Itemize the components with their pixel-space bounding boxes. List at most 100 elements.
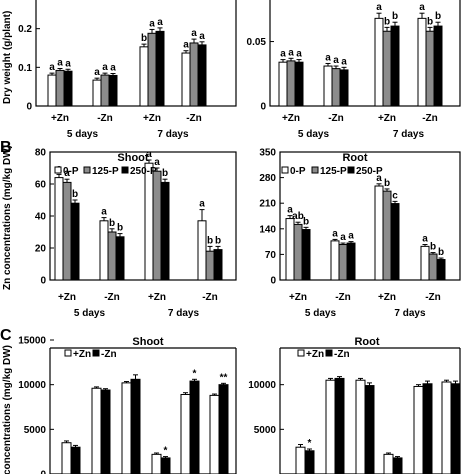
- legend-swatch-250p: [347, 166, 355, 174]
- bar: [325, 379, 336, 474]
- legend-label-250p: 250-P: [356, 166, 383, 177]
- x-category-label: -Zn: [186, 113, 202, 124]
- significance-label: a: [157, 17, 163, 28]
- y-tick-label: 5000: [254, 425, 277, 436]
- bar: [383, 453, 394, 474]
- y-tick-label: 40: [35, 212, 47, 223]
- x-category-label: +Zn: [143, 113, 161, 124]
- bar: [293, 223, 303, 281]
- bar: [189, 42, 199, 107]
- legend-swatch-plus-zn: [297, 349, 305, 357]
- x-category-label: -Zn: [335, 292, 351, 303]
- y-tick-label: 0.05: [247, 37, 267, 48]
- legend-swatch-250p: [121, 166, 129, 174]
- y-tick-label: 20: [35, 244, 47, 255]
- significance-label: a: [333, 55, 339, 66]
- bar: [278, 61, 288, 107]
- x-category-label: +Zn: [378, 113, 396, 124]
- bar: [121, 382, 132, 474]
- significance-label: b: [384, 16, 390, 27]
- bar: [331, 68, 341, 107]
- plot-frame: [35, 0, 237, 107]
- legend-label-minus-zn: -Zn: [101, 349, 117, 360]
- bar: [355, 379, 366, 474]
- x-category-label: -Zn: [422, 113, 438, 124]
- bar: [108, 74, 118, 107]
- x-group-label: 5 days: [74, 308, 106, 319]
- y-tick-label: 210: [259, 199, 276, 210]
- legend-label-0p: 0-P: [290, 166, 306, 177]
- bar: [160, 181, 170, 281]
- legend-c-shoot: +Zn -Zn: [64, 349, 117, 360]
- legend-label-plus-zn: +Zn: [73, 349, 91, 360]
- significance-label: *: [193, 368, 197, 379]
- chart-c-shoot: Shoot concentrations (mg/kg DW) 0 5000 100…: [2, 336, 237, 474]
- chart-title: Shoot: [117, 152, 148, 164]
- y-tick-label: 0.2: [18, 24, 32, 35]
- bar: [285, 218, 295, 281]
- bar: [390, 25, 400, 107]
- legend-swatch-minus-zn: [92, 349, 100, 357]
- bar: [144, 162, 154, 281]
- significance-label: a: [325, 52, 331, 63]
- significance-label: a: [340, 232, 346, 243]
- x-category-label: -Zn: [328, 113, 344, 124]
- chart-b-shoot: Shoot Zn concentrations (mg/kg DW) 0 20 40…: [2, 145, 237, 319]
- x-group-label: 7 days: [394, 308, 426, 319]
- plot-frame: [269, 0, 461, 107]
- significance-label: a: [149, 18, 155, 29]
- legend-label-plus-zn: +Zn: [306, 349, 324, 360]
- significance-label: a: [296, 49, 302, 60]
- bar: [147, 32, 157, 107]
- bar: [181, 52, 191, 107]
- bar: [425, 30, 435, 107]
- y-axis-label: concentrations (mg/kg DW): [2, 345, 13, 474]
- significance-label: a: [199, 199, 205, 210]
- significance-label: a: [101, 207, 107, 218]
- y-tick-label: 70: [265, 250, 277, 261]
- bar: [152, 170, 162, 281]
- significance-label: a: [422, 234, 428, 245]
- bar: [218, 384, 229, 474]
- chart-title: Root: [354, 336, 379, 348]
- significance-label: b: [392, 11, 398, 22]
- significance-label: a: [376, 173, 382, 184]
- x-group-label: 7 days: [168, 308, 200, 319]
- significance-label: a: [191, 28, 197, 39]
- y-tick-label: 140: [259, 224, 276, 235]
- significance-label: ab: [292, 211, 304, 222]
- x-category-label: -Zn: [97, 113, 113, 124]
- bar: [295, 446, 306, 474]
- significance-label: a: [183, 40, 189, 51]
- significance-label: b: [162, 168, 168, 179]
- bar: [374, 17, 384, 107]
- bar: [286, 60, 296, 107]
- bar: [413, 385, 424, 474]
- bar: [63, 70, 73, 107]
- significance-label: a: [57, 57, 63, 68]
- x-group-label: 7 days: [157, 129, 189, 140]
- bar: [70, 202, 80, 281]
- significance-label: a: [332, 228, 338, 239]
- significance-label: b: [438, 247, 444, 258]
- bar: [160, 457, 171, 474]
- significance-label: a: [94, 67, 100, 78]
- significance-label: b: [384, 178, 390, 189]
- y-tick-label: 60: [35, 180, 47, 191]
- y-tick-label: 0: [270, 276, 276, 287]
- significance-label: a: [288, 47, 294, 58]
- bar: [100, 74, 110, 107]
- significance-label: b: [72, 189, 78, 200]
- bar: [301, 229, 311, 281]
- bar: [334, 377, 345, 474]
- bar: [92, 79, 102, 107]
- y-tick-label: 350: [259, 148, 276, 159]
- significance-label: a: [146, 149, 152, 160]
- significance-label: a: [199, 31, 205, 42]
- legend-label-0p: 0-P: [63, 166, 79, 177]
- legend-swatch-minus-zn: [325, 349, 333, 357]
- panel-label-b: B: [0, 139, 12, 156]
- y-axis-label: Dry weight (g/plant): [2, 11, 13, 104]
